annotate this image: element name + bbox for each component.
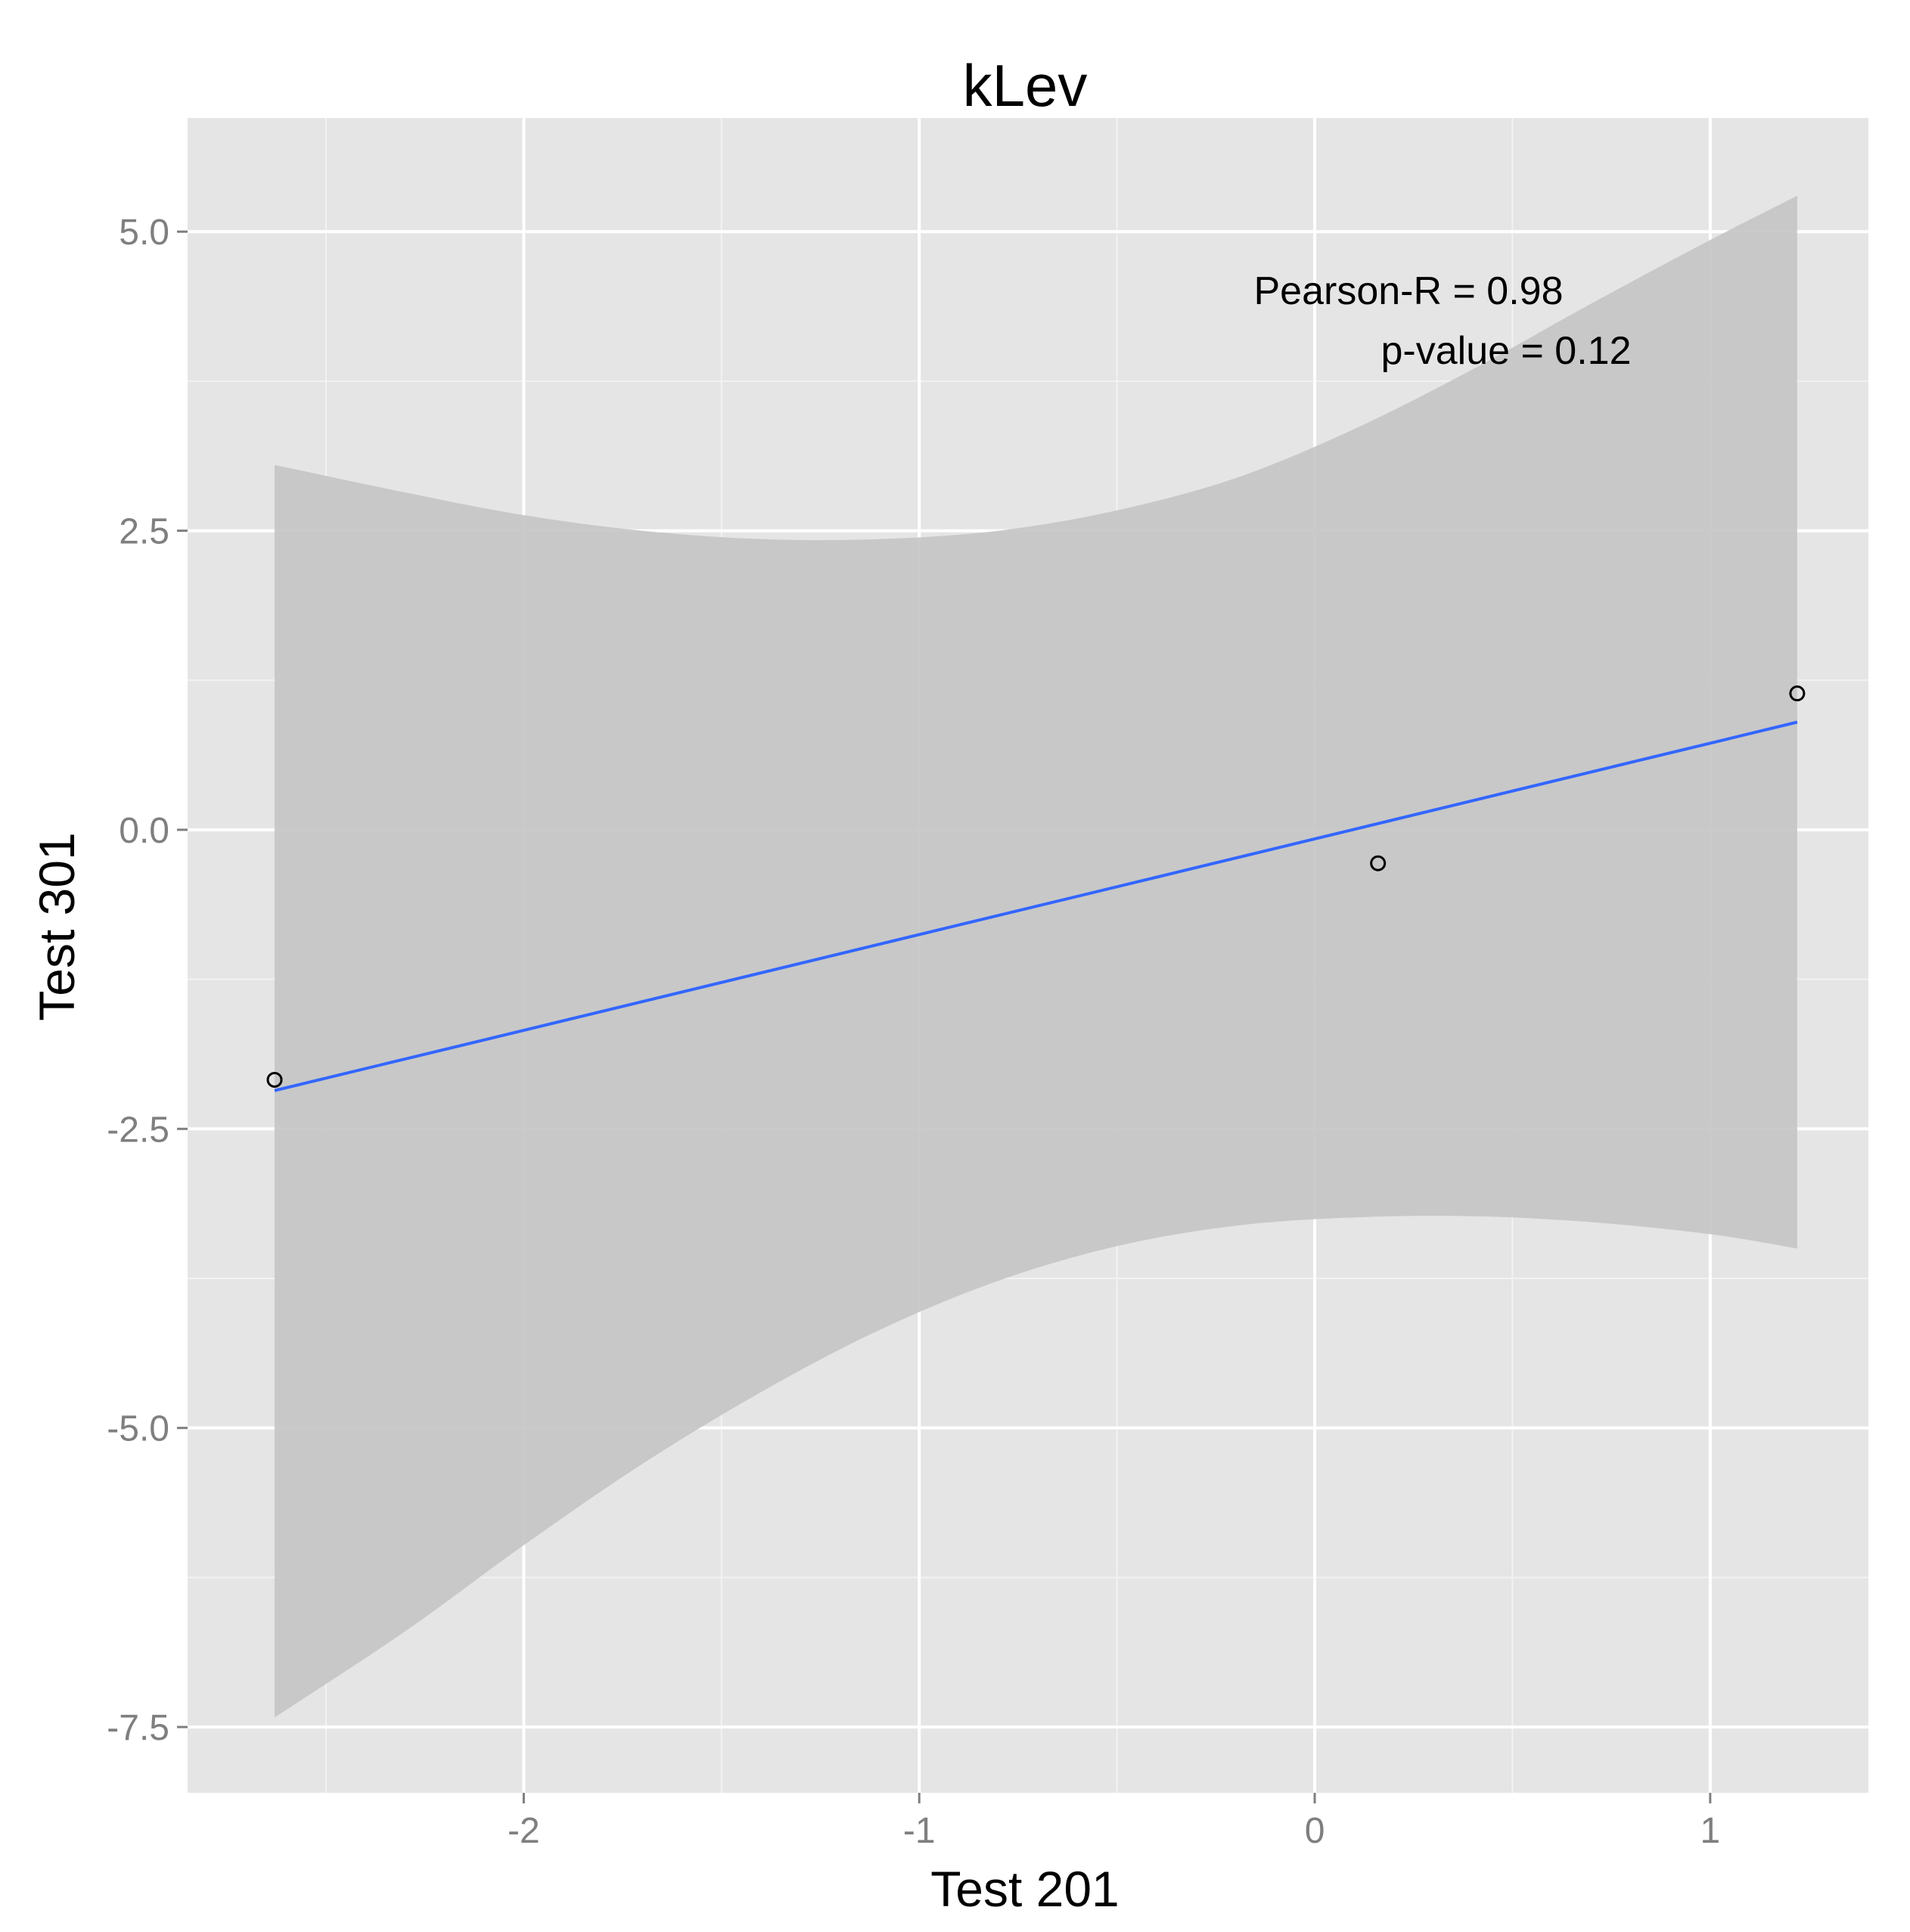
y-tick-label: -2.5	[107, 1110, 169, 1150]
y-axis-title: Test 301	[29, 832, 85, 1021]
x-axis-ticks: -2 -1 0 1	[508, 1793, 1720, 1851]
confidence-band	[275, 195, 1797, 1718]
y-tick-label: 2.5	[119, 512, 169, 552]
y-tick-label: -7.5	[107, 1708, 169, 1748]
y-tick-label: 5.0	[119, 213, 169, 253]
y-tick-label: -5.0	[107, 1409, 169, 1449]
data-point-1	[266, 1071, 283, 1088]
x-tick-label: 0	[1305, 1811, 1325, 1851]
pearson-r-annotation: Pearson-R = 0.98	[1253, 269, 1563, 313]
x-axis-title: Test 201	[930, 1861, 1120, 1917]
fit-line	[274, 720, 1798, 1092]
x-tick-label: -2	[508, 1811, 540, 1851]
data-points	[266, 685, 1806, 1088]
p-value-annotation: p-value = 0.12	[1380, 329, 1631, 373]
chart-title: kLev	[963, 52, 1088, 119]
y-axis-ticks: 5.0 2.5 0.0 -2.5 -5.0 -7.5	[107, 213, 188, 1748]
x-tick-label: 1	[1700, 1811, 1721, 1851]
x-tick-label: -1	[903, 1811, 936, 1851]
data-point-3	[1789, 685, 1806, 702]
data-point-2	[1370, 855, 1387, 871]
y-tick-label: 0.0	[119, 811, 169, 851]
